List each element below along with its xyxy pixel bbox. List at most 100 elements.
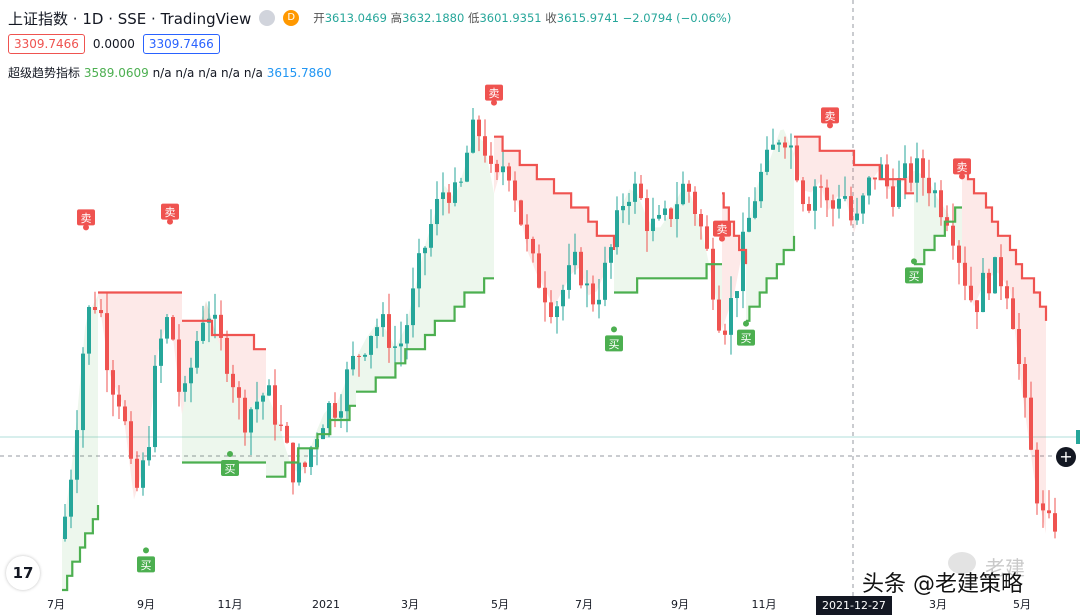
signal-anchor-dot [827,122,833,129]
candle-body [435,198,439,225]
change-value: −2.0794 (−0.06%) [622,11,732,25]
candle-body [777,142,781,145]
candle-body [501,166,505,173]
candle-body [795,145,799,181]
candle-body [567,265,571,290]
candle-body [141,460,145,488]
indicator-legend[interactable]: 超级趋势指标 3589.0609 n/a n/a n/a n/a n/a 361… [8,64,332,81]
candle-body [273,385,277,425]
signal-anchor-dot [491,99,497,106]
candle-body [393,346,397,348]
candle-body [159,338,163,366]
candle-body [1017,329,1021,364]
candle-body [885,164,889,187]
low-label: 低 [467,11,480,25]
signal-anchor-dot [611,326,617,333]
chart-grid [0,0,1080,596]
candle-body [633,183,637,202]
signal-anchor-dot [167,218,173,225]
crosshair-date-label: 2021-12-27 [816,596,892,615]
candle-body [897,178,901,207]
signal-box [77,209,95,226]
candle-body [693,191,697,214]
signal-label: 卖 [165,206,176,219]
candle-body [825,187,829,201]
candle-body [561,289,565,307]
trend-fill-up [614,186,722,330]
candle-body [753,201,757,218]
candle-body [489,155,493,164]
signal-anchor-dot [83,224,89,231]
signal-box [821,107,839,124]
indicator-value: 3589.0609 [83,66,149,80]
candle-body [93,306,97,311]
supertrend-lines [62,135,1048,592]
signal-anchor-dot [743,320,749,327]
candle-body [339,411,343,418]
candle-body [819,186,823,188]
supertrend-down-line [182,319,266,351]
trend-fill-up [266,357,356,477]
add-plus-icon[interactable]: + [1056,447,1076,467]
candle-body [363,354,367,357]
candle-body [375,327,379,336]
candle-body [195,340,199,368]
candle-body [723,330,727,335]
candle-body [111,370,115,395]
candle-body [675,204,679,220]
candle-body [129,421,133,459]
candle-body [927,177,931,194]
candle-body [465,152,469,182]
candle-body [549,302,553,318]
signal-box [605,335,623,352]
symbol-title[interactable]: 上证指数 · 1D · SSE · TradingView [8,9,252,28]
buy-price-button[interactable]: 3309.7466 [142,34,220,54]
high-label: 高 [390,11,403,25]
candle-body [717,299,721,331]
sell-price-button[interactable]: 3309.7466 [8,34,85,54]
price-scale-marker [1076,430,1080,444]
supertrend-up-line [614,263,722,294]
interval-label: 1D [82,9,104,28]
candle-body [765,149,769,172]
candle-body [573,251,577,266]
candle-body [771,144,775,150]
candle-body [609,247,613,263]
trend-fill-down [794,136,914,233]
candle-body [63,516,67,539]
trend-fill-down [494,136,614,307]
supertrend-up-line [356,277,494,393]
candle-body [849,196,853,221]
candle-body [519,200,523,225]
candle-body [309,447,313,467]
sell-signal: 卖 [161,203,179,225]
candle-body [387,314,391,348]
candle-body [1047,510,1051,514]
candle-body [789,145,793,148]
supertrend-down-line [794,135,914,195]
candle-body [69,479,73,517]
candle-body [123,406,127,422]
candles [63,107,1057,542]
candle-body [669,208,673,220]
trend-fill-up [914,170,962,267]
candle-body [741,231,745,292]
candle-body [99,310,103,314]
candle-body [423,247,427,254]
tradingview-logo-icon[interactable]: 17 [6,556,40,590]
trend-fill-down [98,292,182,500]
candle-body [699,213,703,227]
candle-body [483,136,487,156]
supertrend-up-line [62,505,100,592]
candle-body [447,192,451,203]
signal-label: 卖 [81,212,92,225]
candle-body [711,248,715,300]
candle-body [201,322,205,341]
signal-label: 买 [741,332,752,345]
candle-body [81,353,85,431]
close-label: 收 [545,11,557,25]
signal-label: 买 [909,270,920,283]
buy-signal: 买 [737,320,755,346]
candle-body [603,262,607,300]
